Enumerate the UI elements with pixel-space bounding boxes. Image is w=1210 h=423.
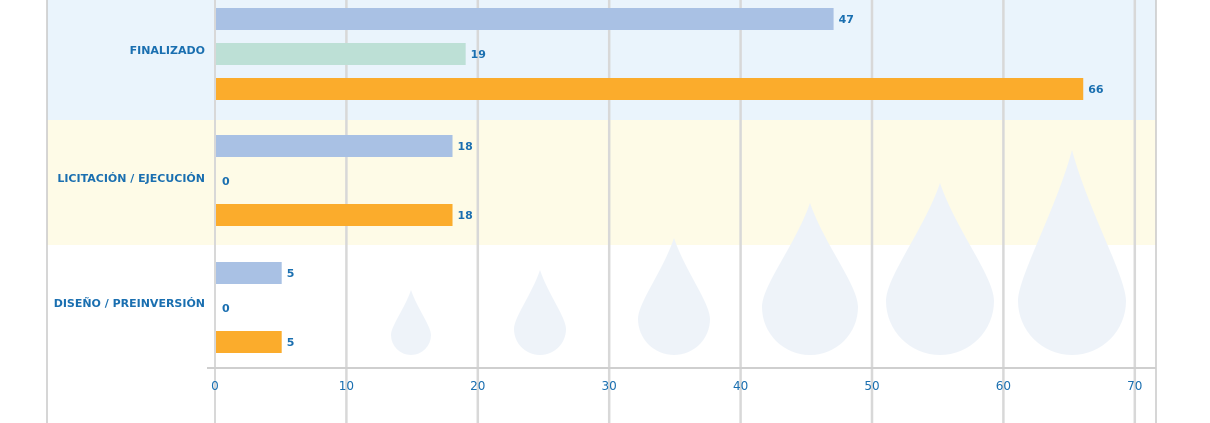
x-tick-label: 60 <box>996 379 1011 393</box>
value-label: 66 <box>1088 83 1104 96</box>
value-label: 5 <box>287 267 295 280</box>
labels: 47 19 66 FINALIZADO 18 0 18 LICITACIÓN / EJECUC… <box>54 13 1104 349</box>
bars <box>216 8 1084 353</box>
bar <box>216 262 282 284</box>
value-label: 0 <box>222 302 230 315</box>
water-drop-4 <box>762 203 858 355</box>
category-bands <box>46 0 1157 423</box>
water-drop-3 <box>638 238 710 355</box>
x-tick-label: 70 <box>1127 379 1142 393</box>
decorative-drops <box>391 150 1126 355</box>
water-drop-6 <box>1018 150 1126 355</box>
x-tick-label: 20 <box>470 379 485 393</box>
value-label: 47 <box>839 13 854 26</box>
band-2 <box>47 120 1156 245</box>
value-label: 5 <box>287 336 295 349</box>
category-label: LICITACIÓN / EJECUCIÓN <box>57 172 205 185</box>
x-axis: 0 10 20 30 40 50 60 70 <box>207 367 1156 393</box>
bar <box>216 204 453 226</box>
category-label: DISEÑO / PREINVERSIÓN <box>54 297 205 310</box>
value-label: 19 <box>471 48 486 61</box>
category-label: FINALIZADO <box>130 44 205 57</box>
grid-lines <box>214 0 1137 423</box>
x-tick-label: 50 <box>864 379 879 393</box>
x-tick-label: 10 <box>339 379 354 393</box>
bar <box>216 43 466 65</box>
value-label: 0 <box>222 175 230 188</box>
x-tick-label: 30 <box>602 379 617 393</box>
bar <box>216 78 1084 100</box>
water-drop-2 <box>514 270 566 355</box>
water-drop-5 <box>886 183 994 355</box>
bar <box>216 135 453 157</box>
value-label: 18 <box>458 140 473 153</box>
value-label: 18 <box>458 209 473 222</box>
bar <box>216 331 282 353</box>
bar <box>216 8 834 30</box>
x-tick-label: 0 <box>211 379 219 393</box>
x-tick-label: 40 <box>733 379 748 393</box>
water-drop-1 <box>391 290 431 355</box>
